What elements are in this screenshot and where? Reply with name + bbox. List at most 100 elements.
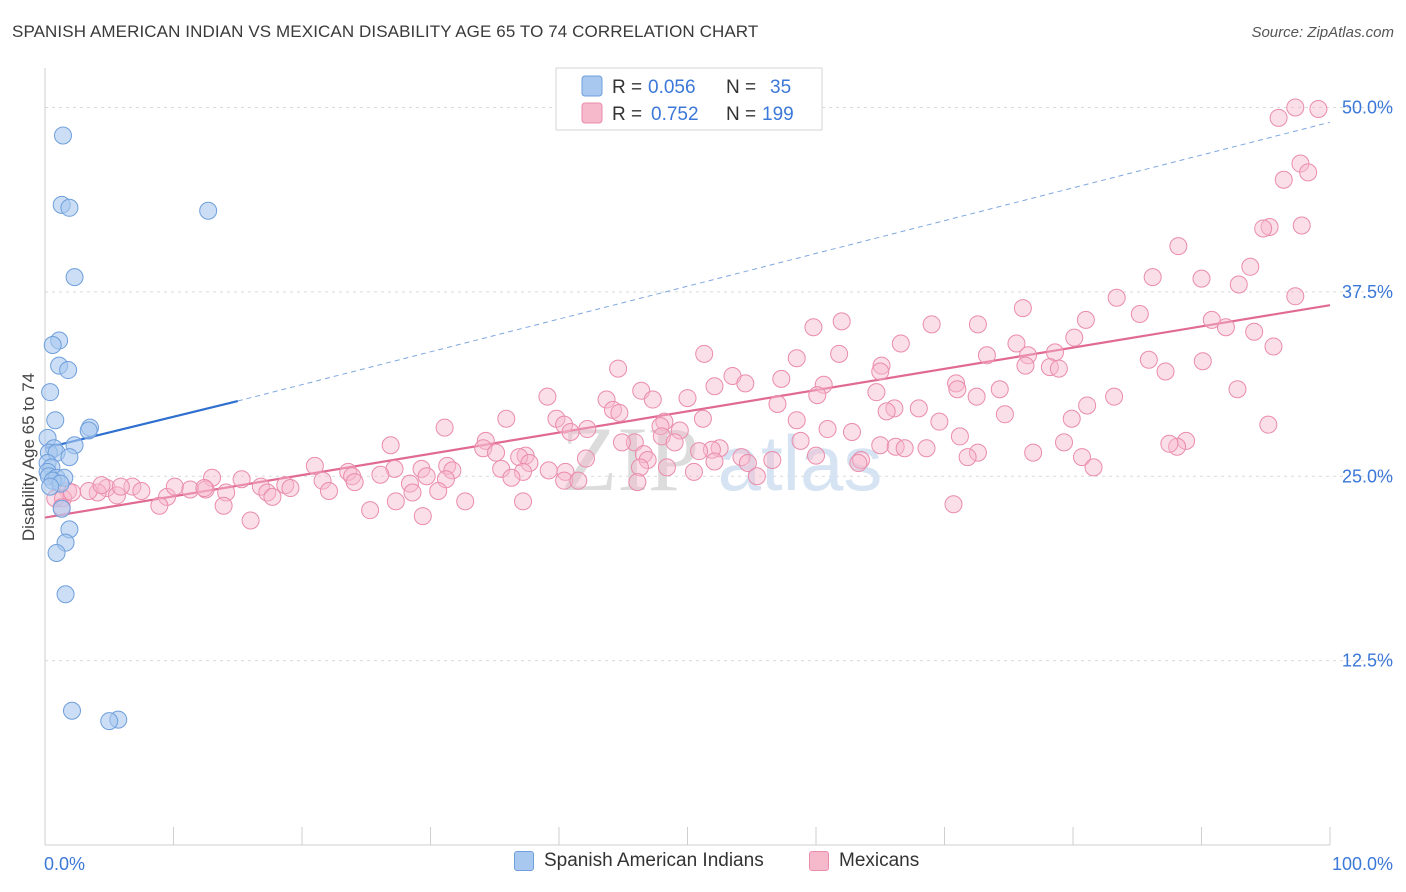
mexicans-point (1193, 352, 1212, 371)
spanish-american-indians-point (79, 421, 98, 440)
mexicans-point (214, 496, 233, 515)
mexicans-point (1216, 318, 1235, 337)
mexicans-point (930, 412, 949, 431)
mexicans-point (281, 479, 300, 498)
mexicans-point (877, 402, 896, 421)
mexicans-point (830, 344, 849, 363)
mexicans-point (1292, 216, 1311, 235)
legend-item-spanish-american-indians[interactable]: Spanish American Indians (514, 850, 764, 872)
mexicans-point (345, 473, 364, 492)
mexicans-point (977, 346, 996, 365)
mexicans-point (670, 421, 689, 440)
mexicans-point (842, 423, 861, 441)
mexicans-point (1019, 346, 1038, 365)
gridlines (45, 107, 1392, 662)
mexicans-point (597, 390, 616, 409)
mexicans-point (947, 374, 966, 393)
mexicans-point (808, 386, 827, 405)
mexicans-point (1016, 356, 1035, 375)
mexicans-point (1229, 275, 1248, 294)
mexicans-point (232, 470, 251, 489)
mexicans-point (1269, 108, 1288, 127)
mexicans-point (429, 482, 448, 500)
spanish-american-indians-point (65, 268, 84, 287)
mexicans-point (1309, 99, 1328, 118)
y-tick-labels: 12.5% 25.0% 37.5% 50.0% (1342, 98, 1393, 671)
mexicans-point (832, 312, 851, 331)
legend-r-value: 0.752 (651, 104, 699, 125)
spanish-american-indians-point (62, 701, 81, 720)
mexicans-point (1228, 380, 1247, 399)
mexicans-point (1107, 288, 1126, 307)
mexicans-point (181, 480, 200, 499)
mexicans-point (381, 436, 400, 455)
watermark-atlas: atlas (718, 419, 883, 507)
spanish-american-indians-point (199, 201, 218, 220)
mexicans-point (612, 433, 631, 452)
mexicans-point (630, 458, 649, 477)
mexicans-point (111, 477, 130, 496)
mexicans-point (203, 468, 222, 487)
mexicans-point (791, 431, 810, 450)
mexicans-point (217, 483, 236, 502)
mexicans-point (891, 334, 910, 353)
mexicans-point (657, 458, 676, 477)
mexicans-point (968, 443, 987, 462)
spanish-american-indians-point (47, 543, 66, 562)
mexicans-point (1245, 322, 1264, 341)
mexicans-point (361, 501, 380, 520)
mexicans-point (736, 374, 755, 393)
mexicans-point (1160, 434, 1179, 453)
mexicans-point (555, 471, 574, 490)
mexicans-point (995, 405, 1014, 424)
mexicans-point (514, 462, 533, 481)
mexicans-point (371, 465, 390, 484)
mexicans-point (628, 473, 647, 492)
mexicans-point (886, 437, 905, 456)
spanish-american-indians-point (43, 335, 62, 354)
mexicans-point (195, 479, 214, 498)
mexicans-point (539, 461, 558, 480)
mexicans-point (909, 399, 928, 418)
mexicans-point (1084, 458, 1103, 477)
legend-n-value: 199 (762, 104, 794, 125)
mexicans-point (772, 369, 791, 388)
mexicans-point (922, 315, 941, 334)
spanish-american-indians-point (56, 585, 75, 604)
mexicans-point (849, 453, 868, 472)
mexicans-point (107, 486, 126, 505)
legend-swatch-blue (581, 75, 603, 97)
mexicans-point (1013, 299, 1032, 318)
mexicans-point (609, 359, 628, 378)
mexicans-point (1202, 310, 1221, 329)
mexicans-point (165, 477, 184, 496)
legend-item-mexicans[interactable]: Mexicans (809, 850, 919, 872)
legend-n-value: 35 (770, 77, 791, 98)
mexicans-point (1254, 219, 1273, 238)
mexicans-point (1259, 415, 1278, 434)
spanish-american-indians-point (52, 499, 71, 518)
legend-n-label: N = (726, 104, 756, 125)
y-tick-label: 37.5% (1342, 282, 1393, 302)
mexicans-point (1139, 350, 1158, 369)
mexicans-point (1049, 359, 1068, 378)
mexicans-point (576, 449, 595, 468)
mexicans-point (403, 483, 422, 502)
correlation-legend: R = 0.056 N = 35 R = 0.752 N = 199 (555, 67, 823, 131)
mexicans-point (710, 439, 729, 458)
mexicans-point (1143, 268, 1162, 287)
mexicans-point (871, 362, 890, 381)
mexicans-point (665, 433, 684, 452)
mexicans-point (561, 423, 580, 441)
mexicans-point (132, 482, 151, 500)
mexicans-point (1076, 310, 1095, 329)
mexicans-point (1130, 305, 1149, 323)
mexicans-point (1241, 257, 1260, 276)
mexicans-point (1260, 217, 1279, 236)
mexicans-point (196, 480, 215, 499)
mexicans-point (814, 375, 833, 394)
spanish-american-indians-point (46, 411, 65, 430)
spanish-american-indians-points (38, 126, 218, 731)
x-tick-label: 0.0% (44, 854, 85, 874)
